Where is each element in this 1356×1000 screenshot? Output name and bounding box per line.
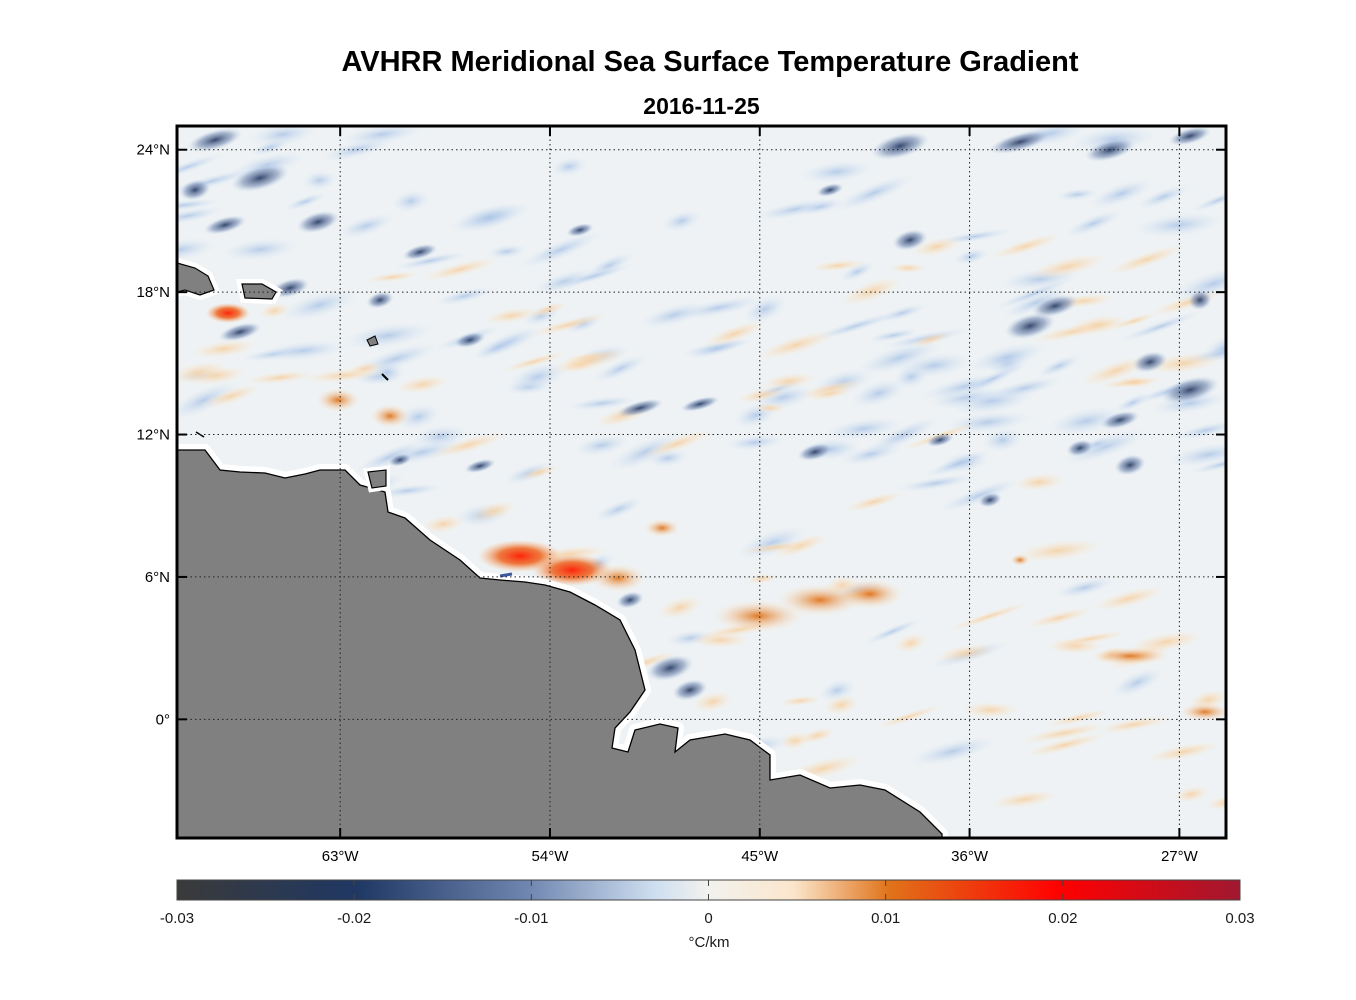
- map-frame: [175, 124, 1228, 840]
- lon-tick-label: 45°W: [741, 848, 779, 865]
- map-title: AVHRR Meridional Sea Surface Temperature…: [341, 46, 1079, 78]
- lat-tick-label: 24°N: [136, 142, 170, 159]
- graticule: [177, 126, 1226, 838]
- colorbar-tick-label: 0.01: [871, 910, 900, 927]
- land-masses: [177, 257, 948, 838]
- colorbar-tick-label: -0.01: [514, 910, 548, 927]
- colorbar-tick-label: -0.02: [337, 910, 371, 927]
- lat-tick-label: 18°N: [136, 284, 170, 301]
- island-ilha-maraca: [499, 572, 513, 578]
- lon-tick-label: 36°W: [951, 848, 989, 865]
- colorbar-tick-label: 0: [704, 910, 712, 927]
- map-date: 2016-11-25: [643, 93, 760, 119]
- front-features: [206, 263, 1226, 721]
- lon-tick-label: 54°W: [532, 848, 570, 865]
- lat-tick-label: 0°: [156, 711, 170, 728]
- lon-tick-label: 27°W: [1161, 848, 1199, 865]
- colorbar-tick-label: -0.03: [160, 910, 194, 927]
- lat-tick-label: 12°N: [136, 427, 170, 444]
- lon-tick-label: 63°W: [322, 848, 360, 865]
- sst-gradient-field: [177, 126, 1226, 838]
- lat-tick-label: 6°N: [145, 569, 170, 586]
- colorbar-unit: °C/km: [689, 934, 730, 951]
- island-martinique: [381, 373, 389, 381]
- colorbar-tick-label: 0.02: [1048, 910, 1077, 927]
- island-guadeloupe: [366, 335, 379, 347]
- colorbar-tick-label: 0.03: [1225, 910, 1254, 927]
